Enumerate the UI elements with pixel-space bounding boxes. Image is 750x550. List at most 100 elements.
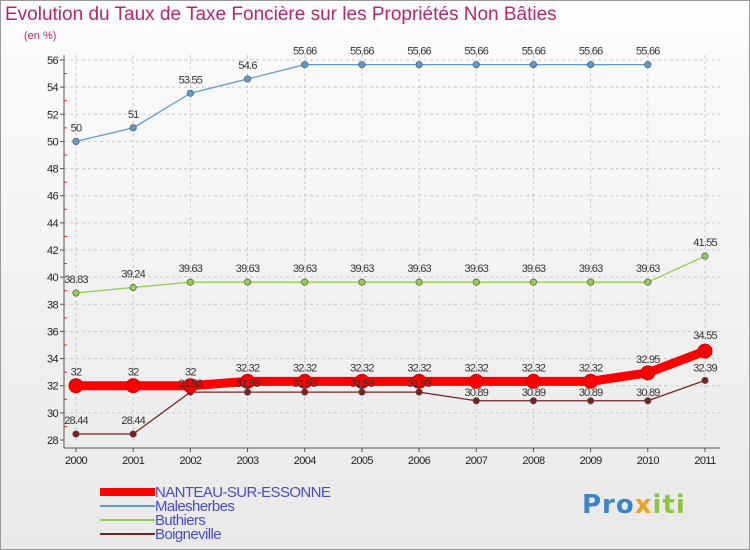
data-label: 34.55 (693, 330, 717, 342)
x-tick-label: 2001 (122, 455, 145, 467)
data-point (354, 373, 370, 389)
data-point (525, 373, 541, 389)
data-point (358, 61, 366, 69)
data-point (587, 61, 595, 69)
data-point (583, 373, 599, 389)
legend-item: Malesherbes (100, 498, 235, 515)
data-label: 32.32 (236, 362, 260, 374)
data-label: 28.44 (64, 415, 88, 427)
y-tick-label: 54 (47, 82, 59, 94)
data-point (125, 378, 141, 394)
data-point (697, 343, 713, 359)
data-point (301, 61, 309, 69)
data-point (301, 278, 309, 286)
y-tick-label: 38 (47, 299, 59, 311)
data-label: 32.32 (579, 362, 603, 374)
data-point (297, 373, 313, 389)
data-label: 28.44 (121, 415, 145, 427)
data-label: 32 (185, 367, 196, 379)
data-point (358, 388, 366, 396)
data-point (301, 388, 309, 396)
data-label: 50 (71, 122, 82, 134)
logo-part-2: x (634, 490, 653, 520)
data-point (186, 89, 194, 97)
data-label: 31.53 (407, 378, 431, 390)
y-tick-label: 30 (47, 408, 59, 420)
data-point (182, 378, 198, 394)
legend-label: Boigneville (155, 525, 222, 543)
data-point (644, 397, 652, 405)
data-point (68, 378, 84, 394)
data-label: 31.53 (236, 378, 260, 390)
data-label: 32.32 (350, 362, 374, 374)
legend-swatch (100, 488, 155, 496)
data-point (472, 61, 480, 69)
data-point (358, 278, 366, 286)
data-label: 30.89 (579, 387, 603, 399)
data-point (644, 278, 652, 286)
y-tick-label: 34 (47, 354, 59, 366)
data-label: 53.55 (179, 74, 203, 86)
data-point (129, 430, 137, 438)
data-label: 55.66 (350, 46, 374, 58)
data-label: 55.66 (522, 46, 546, 58)
data-point (529, 278, 538, 286)
data-point (472, 278, 480, 286)
data-point (129, 283, 137, 292)
data-label: 31.53 (179, 378, 203, 390)
data-label: 55.66 (636, 46, 660, 58)
y-tick-label: 52 (47, 109, 59, 121)
data-label: 39.63 (236, 263, 260, 275)
data-label: 32.32 (407, 362, 431, 374)
data-point (415, 278, 423, 286)
data-point (640, 365, 656, 381)
series-line-0 (71, 346, 710, 391)
legend-label: Buthiers (155, 511, 206, 529)
data-label: 32.39 (693, 362, 717, 374)
y-tick-label: 28 (47, 435, 59, 447)
x-tick-label: 2002 (179, 455, 202, 467)
data-label: 31.53 (293, 378, 317, 390)
y-tick-label: 36 (47, 326, 59, 338)
data-point (701, 252, 709, 260)
data-point (129, 124, 137, 132)
legend-swatch (100, 505, 155, 507)
data-label: 55.66 (579, 46, 603, 58)
data-label: 31.53 (350, 378, 374, 390)
legend-label: NANTEAU-SUR-ESSONNE (155, 483, 331, 501)
logo-part-3: iti (652, 490, 686, 520)
data-label: 38.83 (64, 274, 88, 286)
legend-swatch (100, 519, 155, 521)
data-label: 39.63 (293, 263, 317, 275)
data-point (587, 278, 595, 286)
x-tick-label: 2006 (408, 455, 431, 467)
chart-title: Evolution du Taux de Taxe Foncière sur l… (5, 4, 557, 25)
data-label: 30.89 (465, 387, 489, 399)
data-label: 30.89 (636, 387, 660, 399)
data-label: 41.55 (693, 237, 717, 249)
y-tick-label: 56 (47, 55, 59, 67)
data-label: 32.32 (465, 362, 489, 374)
x-tick-label: 2007 (465, 455, 488, 467)
data-label: 54.6 (238, 60, 257, 72)
data-point (415, 388, 423, 396)
y-tick-label: 50 (47, 136, 59, 148)
data-label: 39.63 (465, 263, 489, 275)
data-point (243, 75, 252, 83)
data-label: 39.63 (636, 263, 660, 275)
data-point (587, 397, 595, 405)
data-label: 32.32 (293, 362, 317, 374)
y-axis-unit-label: (en %) (24, 30, 57, 42)
data-label: 32.32 (522, 362, 546, 374)
legend-swatch (100, 533, 155, 535)
data-label: 39.63 (179, 263, 203, 275)
x-tick-label: 2003 (237, 455, 260, 467)
x-tick-label: 2010 (637, 455, 660, 467)
data-label: 39.63 (407, 263, 431, 275)
x-tick-label: 2000 (65, 455, 88, 467)
data-label: 32 (128, 367, 139, 379)
data-label: 32.95 (636, 354, 660, 366)
x-tick-label: 2008 (522, 455, 545, 467)
data-point (243, 278, 252, 286)
